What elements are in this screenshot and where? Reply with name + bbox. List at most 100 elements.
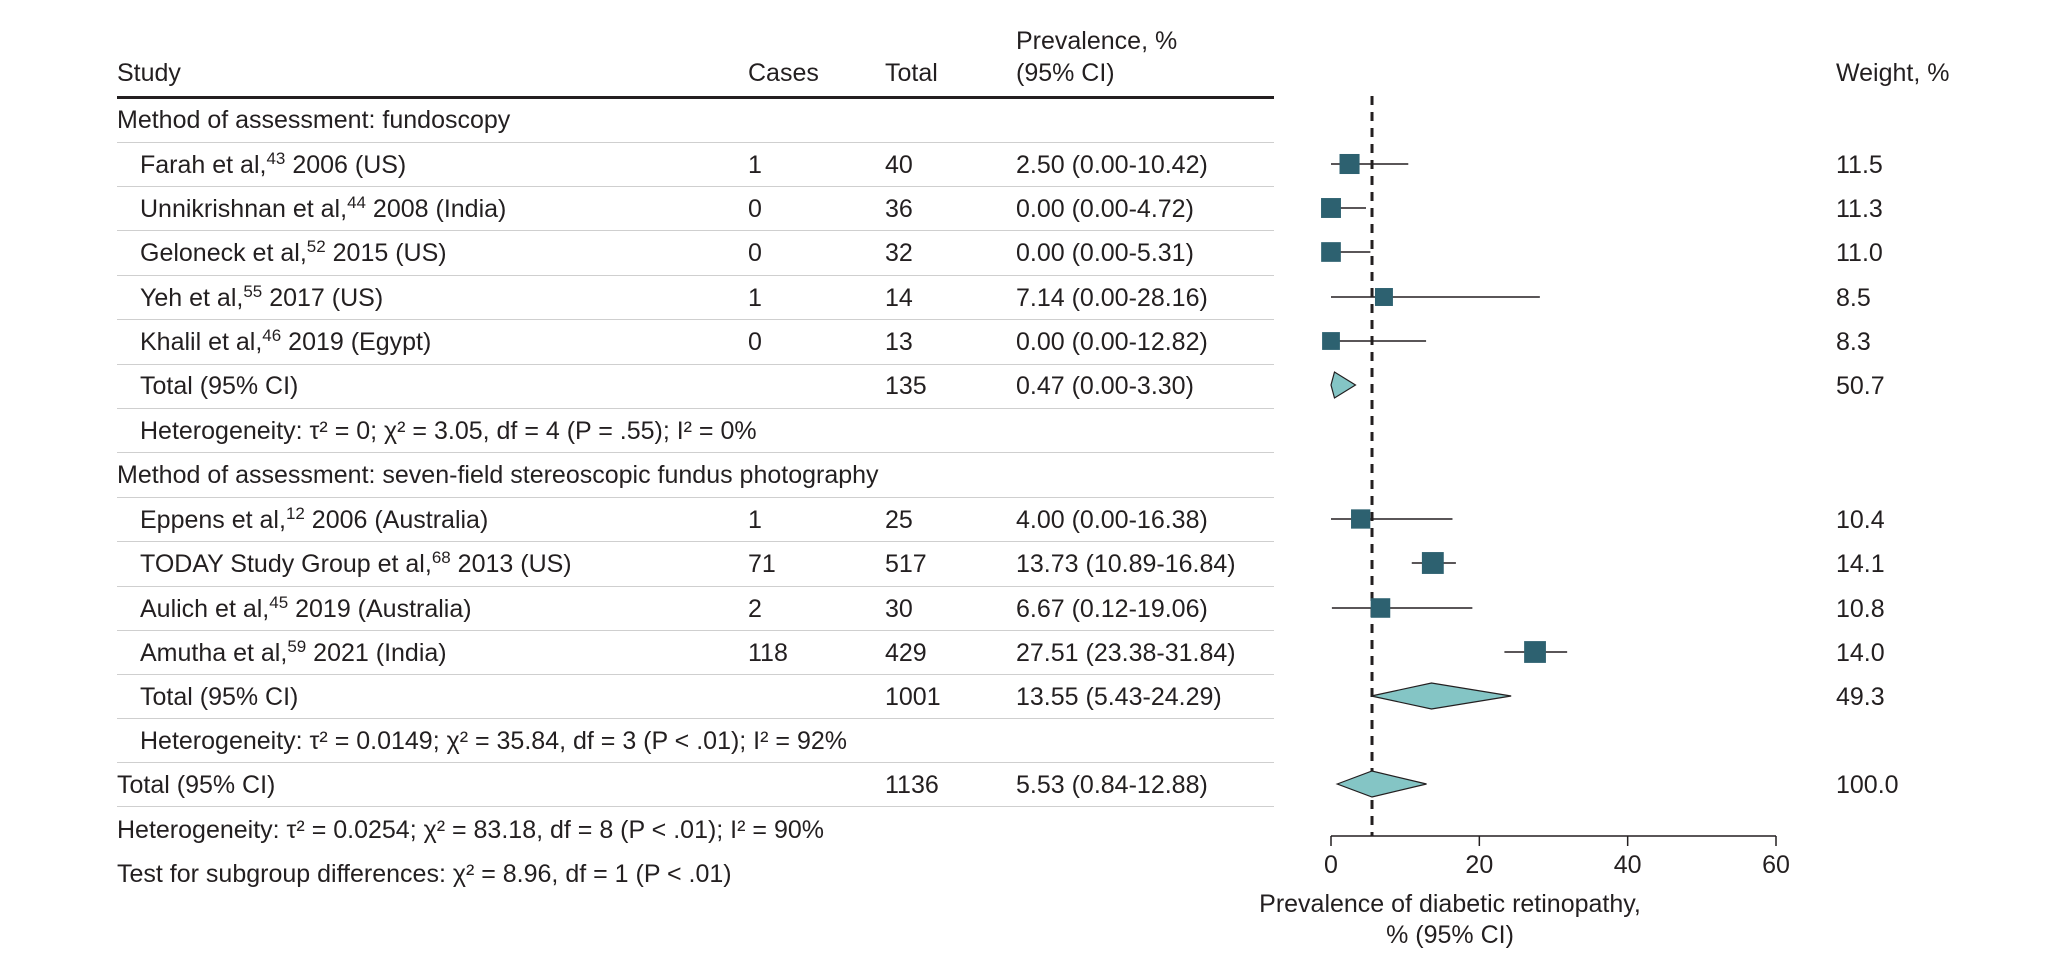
overall-total-label: Total (95% CI)	[117, 771, 276, 799]
x-tick-label: 40	[1614, 851, 1642, 879]
row-divider	[117, 364, 1274, 365]
study-weight: 11.3	[1836, 195, 1883, 223]
study-prevalence: 7.14 (0.00-28.16)	[1016, 284, 1208, 312]
x-tick-label: 20	[1465, 851, 1493, 879]
study-cases: 0	[748, 328, 762, 356]
study-label: Eppens et al,12 2006 (Australia)	[140, 504, 489, 534]
subgroup-total-weight: 50.7	[1836, 372, 1885, 400]
study-total: 40	[885, 151, 913, 179]
study-cases: 0	[748, 239, 762, 267]
header-cases: Cases	[748, 59, 819, 87]
study-weight: 8.3	[1836, 328, 1871, 356]
point-estimate-square	[1374, 288, 1393, 306]
x-tick-label: 60	[1762, 851, 1790, 879]
group-title-fundoscopy: Method of assessment: fundoscopy	[117, 106, 511, 134]
row-divider	[117, 452, 1274, 453]
subgroup-total-n: 1001	[885, 683, 941, 711]
row-divider	[117, 142, 1274, 143]
subgroup-total-label: Total (95% CI)	[140, 372, 299, 400]
study-label: Unnikrishnan et al,44 2008 (India)	[140, 193, 507, 223]
study-prevalence: 0.00 (0.00-12.82)	[1016, 328, 1208, 356]
row-divider	[117, 319, 1274, 320]
header-study: Study	[117, 59, 181, 87]
group-title-photography: Method of assessment: seven-field stereo…	[117, 461, 879, 489]
row-divider	[117, 275, 1274, 276]
row-divider	[117, 408, 1274, 409]
study-cases: 1	[748, 284, 762, 312]
study-prevalence: 0.00 (0.00-5.31)	[1016, 239, 1194, 267]
overall-heterogeneity: Heterogeneity: τ² = 0.0254; χ² = 83.18, …	[117, 816, 824, 844]
study-total: 429	[885, 639, 927, 667]
overall-total-weight: 100.0	[1836, 771, 1899, 799]
study-weight: 11.0	[1836, 239, 1883, 267]
row-divider	[117, 586, 1274, 587]
study-prevalence: 27.51 (23.38-31.84)	[1016, 639, 1236, 667]
row-divider	[117, 806, 1274, 807]
point-estimate-square	[1351, 509, 1371, 529]
point-estimate-square	[1321, 242, 1341, 262]
subgroup-total-prevalence: 0.47 (0.00-3.30)	[1016, 372, 1194, 400]
subgroup-total-weight: 49.3	[1836, 683, 1885, 711]
study-total: 517	[885, 550, 927, 578]
header-total: Total	[885, 59, 938, 87]
row-divider	[117, 718, 1274, 719]
study-weight: 14.1	[1836, 550, 1885, 578]
row-divider	[117, 497, 1274, 498]
study-weight: 14.0	[1836, 639, 1885, 667]
study-label: Amutha et al,59 2021 (India)	[140, 637, 447, 667]
row-divider	[117, 541, 1274, 542]
study-prevalence: 6.67 (0.12-19.06)	[1016, 595, 1208, 623]
header-prevalence-line2: (95% CI)	[1016, 59, 1115, 87]
study-prevalence: 13.73 (10.89-16.84)	[1016, 550, 1236, 578]
study-cases: 1	[748, 506, 762, 534]
x-tick-label: 0	[1324, 851, 1338, 879]
study-label: Aulich et al,45 2019 (Australia)	[140, 593, 472, 623]
heterogeneity-fundoscopy: Heterogeneity: τ² = 0; χ² = 3.05, df = 4…	[140, 417, 757, 445]
study-label: Geloneck et al,52 2015 (US)	[140, 237, 447, 267]
overall-total-prevalence: 5.53 (0.84-12.88)	[1016, 771, 1208, 799]
pooled-estimate-diamond	[1335, 770, 1427, 798]
study-label: TODAY Study Group et al,68 2013 (US)	[140, 548, 572, 578]
row-divider	[117, 630, 1274, 631]
header-rule	[117, 96, 1274, 99]
subgroup-difference-test: Test for subgroup differences: χ² = 8.96…	[117, 860, 732, 888]
heterogeneity-photography: Heterogeneity: τ² = 0.0149; χ² = 35.84, …	[140, 727, 847, 755]
point-estimate-square	[1322, 332, 1340, 350]
point-estimate-square	[1321, 198, 1341, 218]
row-divider	[117, 674, 1274, 675]
header-prevalence-line1: Prevalence, %	[1016, 27, 1178, 55]
study-total: 30	[885, 595, 913, 623]
study-weight: 11.5	[1836, 151, 1883, 179]
study-label: Khalil et al,46 2019 (Egypt)	[140, 326, 432, 356]
study-label: Yeh et al,55 2017 (US)	[140, 282, 384, 312]
overall-total-n: 1136	[885, 771, 939, 799]
study-cases: 0	[748, 195, 762, 223]
x-axis-title-line1: Prevalence of diabetic retinopathy,	[1259, 890, 1641, 918]
study-prevalence: 0.00 (0.00-4.72)	[1016, 195, 1194, 223]
study-prevalence: 4.00 (0.00-16.38)	[1016, 506, 1208, 534]
row-divider	[117, 230, 1274, 231]
pooled-estimate-diamond	[1371, 682, 1512, 710]
pooled-estimate-diamond	[1330, 371, 1357, 399]
study-total: 36	[885, 195, 913, 223]
study-weight: 8.5	[1836, 284, 1871, 312]
study-cases: 118	[748, 639, 788, 667]
row-divider	[117, 186, 1274, 187]
study-cases: 71	[748, 550, 776, 578]
study-cases: 1	[748, 151, 762, 179]
study-prevalence: 2.50 (0.00-10.42)	[1016, 151, 1208, 179]
study-total: 32	[885, 239, 913, 267]
point-estimate-square	[1370, 598, 1391, 618]
subgroup-total-prevalence: 13.55 (5.43-24.29)	[1016, 683, 1222, 711]
x-axis-title-line2: % (95% CI)	[1386, 921, 1514, 949]
study-total: 13	[885, 328, 913, 356]
row-divider	[117, 762, 1274, 763]
subgroup-total-label: Total (95% CI)	[140, 683, 299, 711]
study-total: 25	[885, 506, 913, 534]
study-weight: 10.4	[1836, 506, 1885, 534]
subgroup-total-n: 135	[885, 372, 927, 400]
study-label: Farah et al,43 2006 (US)	[140, 149, 407, 179]
point-estimate-square	[1524, 641, 1546, 663]
point-estimate-square	[1339, 153, 1360, 175]
